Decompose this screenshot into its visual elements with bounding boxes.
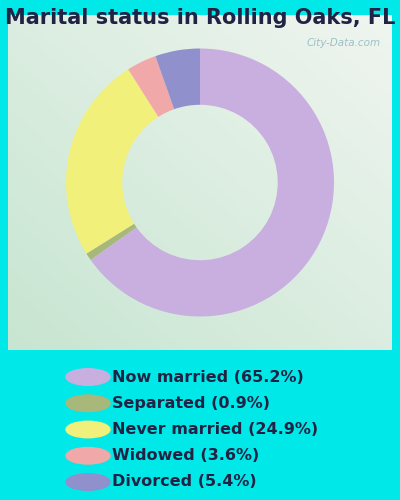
Circle shape (66, 369, 110, 385)
Circle shape (66, 448, 110, 464)
Wedge shape (66, 70, 158, 254)
Text: Never married (24.9%): Never married (24.9%) (112, 422, 318, 437)
Wedge shape (156, 48, 200, 109)
Wedge shape (86, 224, 136, 260)
Text: Widowed (3.6%): Widowed (3.6%) (112, 448, 259, 463)
Text: Divorced (5.4%): Divorced (5.4%) (112, 474, 257, 490)
Text: Now married (65.2%): Now married (65.2%) (112, 370, 304, 384)
Circle shape (66, 395, 110, 411)
Text: Marital status in Rolling Oaks, FL: Marital status in Rolling Oaks, FL (5, 8, 395, 28)
Wedge shape (128, 56, 174, 117)
Text: City-Data.com: City-Data.com (306, 38, 380, 48)
Circle shape (66, 421, 110, 438)
Wedge shape (91, 48, 334, 316)
Circle shape (66, 474, 110, 490)
Text: Separated (0.9%): Separated (0.9%) (112, 396, 270, 411)
